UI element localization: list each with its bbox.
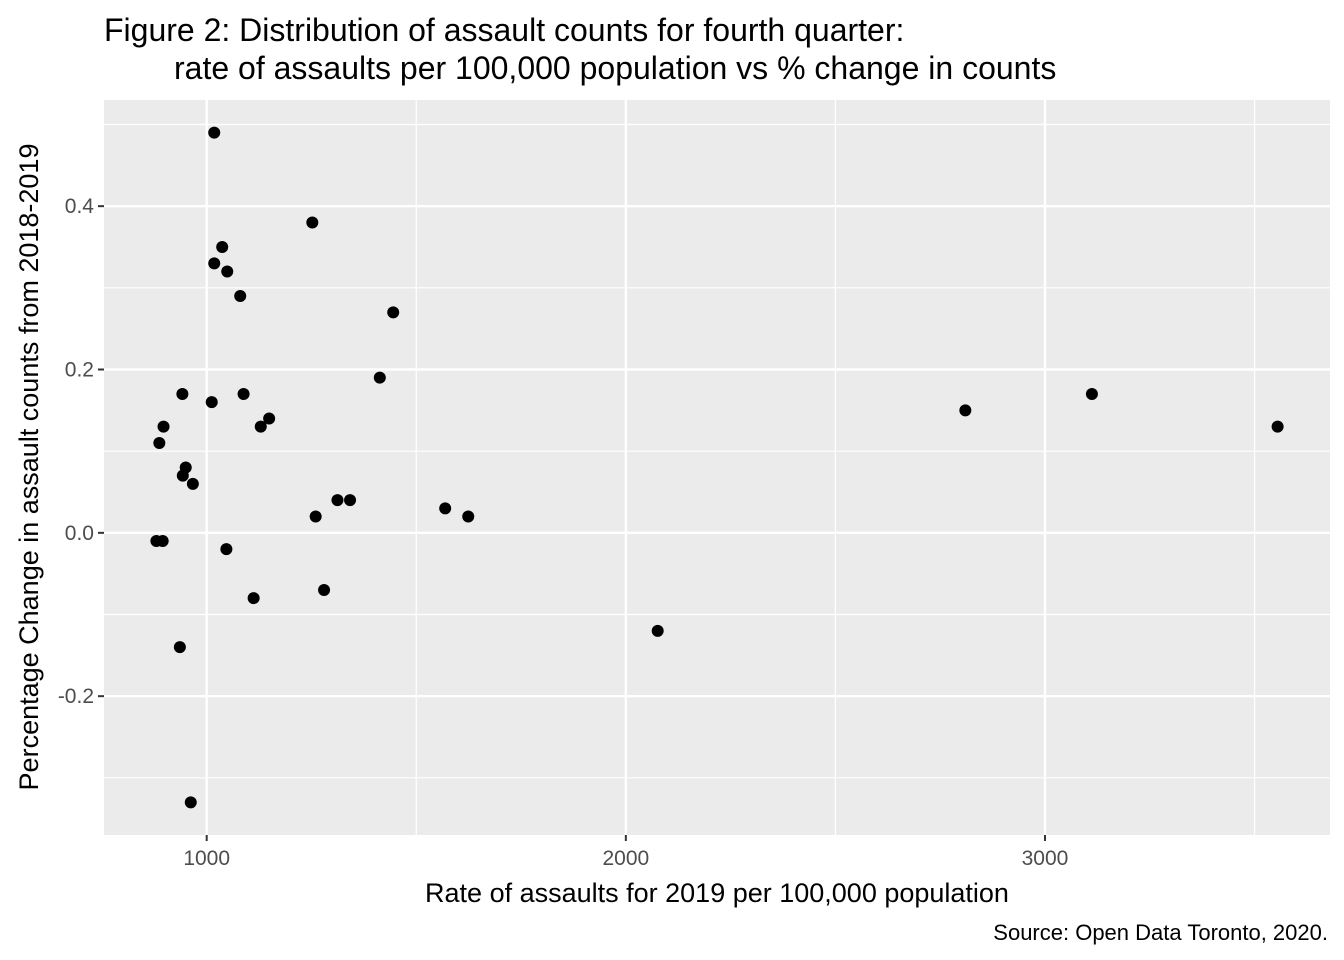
data-point [208, 257, 221, 270]
plot-panel [104, 100, 1330, 835]
data-point [373, 371, 386, 384]
data-point [157, 420, 170, 433]
x-axis-label: Rate of assaults for 2019 per 100,000 po… [425, 878, 1009, 908]
x-tick-label: 1000 [183, 847, 230, 870]
y-tick-label: 0.4 [65, 195, 95, 218]
data-point [247, 592, 260, 605]
data-point [176, 469, 189, 482]
data-point [318, 584, 331, 596]
data-point [1085, 388, 1098, 400]
data-point [462, 510, 475, 523]
data-point [234, 290, 247, 302]
chart-title: Figure 2: Distribution of assault counts… [104, 12, 905, 48]
data-point [176, 388, 189, 400]
data-point [237, 388, 250, 400]
data-point [263, 412, 276, 425]
data-point [173, 641, 186, 654]
data-point [651, 624, 664, 637]
data-point [216, 241, 229, 253]
data-point [309, 510, 322, 523]
data-point [1271, 420, 1284, 433]
data-point [184, 796, 197, 809]
minor-gridlines [104, 100, 1330, 835]
data-point [156, 535, 169, 547]
y-tick-label: 0.0 [65, 522, 94, 545]
data-point [387, 306, 400, 319]
data-point [220, 543, 233, 556]
data-points [150, 126, 1284, 809]
y-axis-label: Percentage Change in assault counts from… [14, 144, 44, 791]
x-axis: 1000 2000 3000 [183, 835, 1068, 870]
data-point [439, 502, 452, 515]
major-gridlines [104, 100, 1330, 835]
data-point [221, 265, 234, 278]
y-tick-label: -0.2 [58, 685, 94, 708]
data-point [331, 494, 344, 507]
data-point [344, 494, 357, 507]
chart-subtitle: rate of assaults per 100,000 population … [174, 50, 1057, 86]
data-point [254, 420, 267, 433]
y-axis: -0.2 0.0 0.2 0.4 [58, 195, 104, 708]
data-point [186, 477, 199, 490]
data-point [153, 437, 166, 449]
data-point [208, 126, 221, 139]
source-caption: Source: Open Data Toronto, 2020. [993, 920, 1328, 945]
data-point [205, 396, 218, 409]
y-tick-label: 0.2 [65, 359, 94, 382]
data-point [959, 404, 972, 417]
x-tick-label: 3000 [1022, 847, 1069, 870]
data-point [306, 216, 319, 229]
x-tick-label: 2000 [602, 847, 649, 870]
